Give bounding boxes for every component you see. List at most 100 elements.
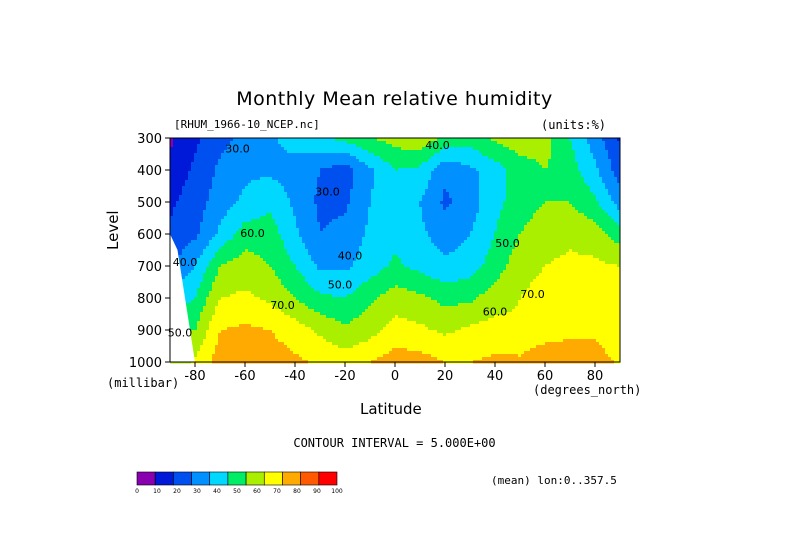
field-cell: [353, 336, 357, 340]
field-cell: [206, 153, 210, 157]
field-cell: [359, 201, 363, 205]
field-cell: [353, 315, 357, 319]
field-cell: [329, 201, 333, 205]
field-cell: [311, 354, 315, 358]
field-cell: [254, 150, 258, 154]
field-cell: [290, 237, 294, 241]
field-cell: [185, 156, 189, 160]
field-cell: [359, 174, 363, 178]
field-cell: [227, 159, 231, 163]
field-cell: [287, 333, 291, 337]
field-cell: [236, 300, 240, 304]
field-cell: [206, 285, 210, 289]
field-cell: [287, 219, 291, 223]
field-cell: [335, 297, 339, 301]
field-cell: [275, 330, 279, 334]
field-cell: [200, 198, 204, 202]
field-cell: [296, 324, 300, 328]
field-cell: [299, 276, 303, 280]
field-cell: [329, 144, 333, 148]
field-cell: [278, 138, 282, 142]
field-cell: [191, 147, 195, 151]
field-cell: [311, 147, 315, 151]
field-cell: [329, 351, 333, 355]
field-cell: [263, 348, 267, 352]
field-cell: [221, 207, 225, 211]
field-cell: [260, 243, 264, 247]
field-cell: [326, 261, 330, 265]
field-cell: [332, 168, 336, 172]
field-cell: [356, 315, 360, 319]
field-cell: [272, 279, 276, 283]
field-cell: [284, 144, 288, 148]
field-cell: [299, 180, 303, 184]
field-cell: [353, 357, 357, 361]
field-cell: [365, 318, 369, 322]
field-cell: [368, 204, 372, 208]
field-cell: [266, 189, 270, 193]
field-cell: [365, 294, 369, 298]
field-cell: [272, 336, 276, 340]
field-cell: [338, 300, 342, 304]
field-cell: [170, 198, 174, 202]
field-cell: [362, 306, 366, 310]
field-cell: [200, 258, 204, 262]
field-cell: [206, 180, 210, 184]
field-cell: [365, 222, 369, 226]
field-cell: [197, 255, 201, 259]
field-cell: [203, 165, 207, 169]
field-cell: [281, 216, 285, 220]
field-cell: [257, 297, 261, 301]
field-cell: [335, 324, 339, 328]
field-cell: [209, 297, 213, 301]
field-cell: [359, 282, 363, 286]
field-cell: [176, 186, 180, 190]
field-cell: [302, 342, 306, 346]
field-cell: [332, 318, 336, 322]
field-cell: [251, 306, 255, 310]
field-cell: [257, 192, 261, 196]
field-cell: [227, 153, 231, 157]
field-cell: [350, 276, 354, 280]
field-cell: [347, 162, 351, 166]
field-cell: [338, 306, 342, 310]
field-cell: [311, 210, 315, 214]
field-cell: [338, 345, 342, 349]
field-cell: [356, 297, 360, 301]
field-cell: [347, 177, 351, 181]
field-cell: [326, 156, 330, 160]
field-cell: [272, 231, 276, 235]
field-cell: [194, 330, 198, 334]
field-cell: [326, 339, 330, 343]
field-cell: [272, 237, 276, 241]
field-cell: [362, 201, 366, 205]
field-cell: [344, 294, 348, 298]
field-cell: [353, 240, 357, 244]
field-cell: [245, 165, 249, 169]
field-cell: [281, 336, 285, 340]
field-cell: [224, 192, 228, 196]
field-cell: [218, 138, 222, 142]
field-cell: [209, 333, 213, 337]
field-cell: [179, 141, 183, 145]
field-cell: [260, 207, 264, 211]
field-cell: [359, 168, 363, 172]
field-cell: [281, 333, 285, 337]
field-cell: [305, 216, 309, 220]
field-cell: [332, 336, 336, 340]
field-cell: [179, 237, 183, 241]
field-cell: [173, 177, 177, 181]
field-cell: [347, 222, 351, 226]
field-cell: [293, 144, 297, 148]
field-cell: [341, 294, 345, 298]
field-cell: [317, 153, 321, 157]
field-cell: [284, 252, 288, 256]
field-cell: [260, 336, 264, 340]
field-cell: [221, 159, 225, 163]
field-cell: [176, 249, 180, 253]
field-cell: [323, 309, 327, 313]
field-cell: [284, 288, 288, 292]
field-cell: [206, 246, 210, 250]
field-cell: [362, 138, 366, 142]
field-cell: [275, 354, 279, 358]
